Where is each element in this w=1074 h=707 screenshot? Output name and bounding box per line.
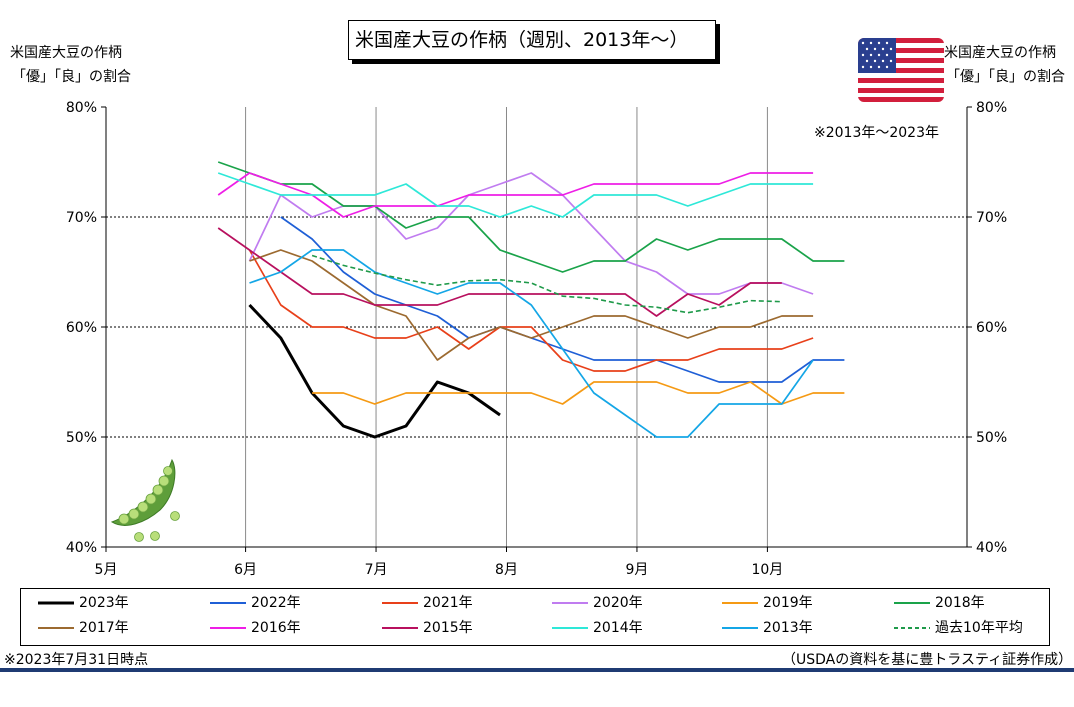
y-tick-label: 80%: [66, 100, 97, 116]
legend-swatch: [382, 627, 418, 629]
y-tick-label: 70%: [66, 210, 97, 226]
legend-label: 2022年: [251, 595, 301, 611]
legend-swatch: [722, 627, 758, 629]
us-flag-icon: [858, 38, 944, 102]
legend-label: 2020年: [593, 595, 643, 611]
legend-label: 過去10年平均: [935, 620, 1023, 636]
legend-swatch: [38, 601, 74, 605]
legend-swatch: [552, 602, 588, 604]
series-line: [217, 227, 782, 317]
legend-swatch: [382, 602, 418, 604]
bottom-rule: [0, 668, 1074, 672]
x-tick-label: 7月: [365, 562, 388, 578]
legend-label: 2019年: [763, 595, 813, 611]
right-axis-title-line1: 米国産大豆の作柄: [944, 45, 1056, 61]
x-tick-label: 10月: [751, 562, 783, 578]
chart-series: [217, 161, 845, 439]
chart-legend: 2023年 2022年 2021年 2020年 2019年 2018年 2017年 2016年…: [20, 588, 1050, 646]
legend-swatch: [894, 627, 930, 629]
series-line: [248, 249, 814, 372]
chart-axes: 40% 40% 50% 50% 60% 60% 70% 70% 80% 80% 5月 6月 7月 8月 9月…: [66, 100, 1007, 578]
x-tick-label: 9月: [625, 562, 648, 578]
series-line: [249, 249, 814, 361]
legend-label: 2014年: [593, 620, 643, 636]
legend-swatch: [552, 627, 588, 629]
x-tick-label: 8月: [495, 562, 518, 578]
y-tick-label: 60%: [976, 320, 1007, 336]
series-line: [280, 216, 845, 383]
legend-swatch: [38, 627, 74, 629]
legend-label: 2023年: [79, 595, 129, 611]
legend-swatch: [722, 602, 758, 604]
series-line: [248, 303, 501, 439]
y-tick-label: 40%: [976, 540, 1007, 556]
series-line: [249, 249, 814, 438]
y-tick-label: 50%: [66, 430, 97, 446]
left-axis-title-line1: 米国産大豆の作柄: [10, 45, 122, 61]
legend-label: 2013年: [763, 620, 813, 636]
footnote-source: （USDAの資料を基に豊トラスティ証券作成）: [782, 652, 1073, 668]
y-tick-label: 40%: [66, 540, 97, 556]
y-tick-label: 50%: [976, 430, 1007, 446]
y-tick-label: 70%: [976, 210, 1007, 226]
series-line: [217, 161, 845, 273]
legend-swatch: [210, 602, 246, 604]
series-line: [312, 381, 845, 405]
legend-label: 2017年: [79, 620, 129, 636]
legend-swatch: [894, 602, 930, 604]
soybean-pod-icon: [110, 458, 180, 542]
series-line: [217, 172, 814, 218]
footnote-date: ※2023年7月31日時点: [4, 652, 149, 668]
legend-swatch: [210, 627, 246, 629]
chart-title: 米国産大豆の作柄（週別、2013年～）: [348, 20, 716, 60]
series-line: [311, 254, 782, 314]
legend-label: 2021年: [423, 595, 473, 611]
period-note: ※2013年～2023年: [814, 125, 939, 141]
legend-label: 2018年: [935, 595, 985, 611]
legend-label: 2015年: [423, 620, 473, 636]
y-tick-label: 60%: [66, 320, 97, 336]
series-line: [217, 172, 814, 218]
y-tick-label: 80%: [976, 100, 1007, 116]
legend-label: 2016年: [251, 620, 301, 636]
x-tick-label: 5月: [95, 562, 118, 578]
right-axis-title-line2: 「優」「良」の割合: [946, 69, 1065, 85]
left-axis-title-line2: 「優」「良」の割合: [12, 69, 131, 85]
x-tick-label: 6月: [234, 562, 257, 578]
chart-grid: [106, 107, 967, 547]
